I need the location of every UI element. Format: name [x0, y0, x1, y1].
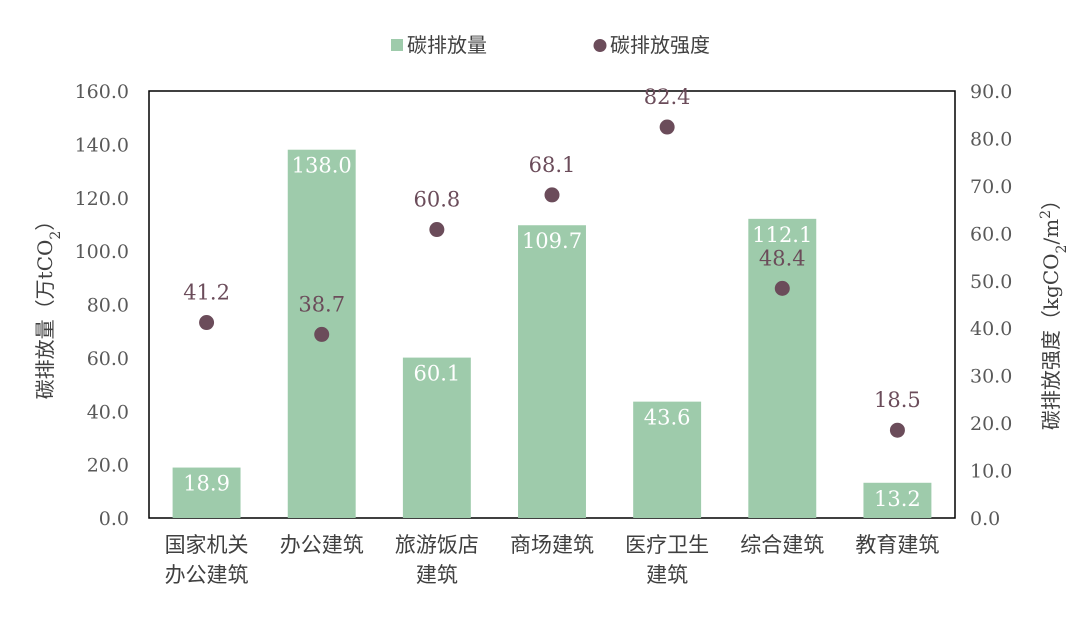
- bar-data-label: 138.0: [292, 154, 352, 178]
- left-tick-label: 160.0: [75, 81, 129, 103]
- bar-data-label: 112.1: [752, 223, 812, 247]
- bar-series: [172, 149, 932, 518]
- left-axis: 0.0 20.0 40.0 60.0 80.0 100.0 120.0 140.0 160.0: [75, 81, 129, 530]
- category-label: 办公建筑: [280, 533, 364, 557]
- legend: 碳排放量 碳排放强度: [391, 33, 710, 57]
- left-tick-label: 20.0: [87, 455, 129, 477]
- intensity-point: [774, 280, 790, 296]
- bar: [863, 482, 932, 518]
- left-tick-label: 100.0: [75, 241, 129, 263]
- bar-data-label: 13.2: [874, 487, 921, 511]
- intensity-data-label: 68.1: [529, 153, 576, 177]
- legend-dot-label: 碳排放强度: [610, 33, 710, 57]
- right-tick-label: 30.0: [970, 366, 1012, 388]
- left-tick-label: 80.0: [87, 295, 129, 317]
- bar: [402, 357, 471, 518]
- left-tick-label: 0.0: [99, 508, 129, 530]
- legend-dot-swatch: [593, 39, 607, 52]
- intensity-data-label: 60.8: [413, 188, 460, 212]
- left-axis-title: 碳排放量（万tCO2）: [33, 211, 64, 400]
- right-tick-label: 70.0: [970, 176, 1012, 198]
- category-label: 商场建筑: [510, 533, 594, 557]
- right-tick-label: 50.0: [970, 271, 1012, 293]
- left-tick-label: 140.0: [75, 134, 129, 156]
- intensity-point: [889, 422, 905, 438]
- intensity-data-label: 38.7: [298, 292, 345, 316]
- right-axis: 0.0 10.0 20.0 30.0 40.0 50.0 60.0 70.0 80.0 90.0: [970, 81, 1012, 530]
- right-tick-label: 80.0: [970, 128, 1012, 150]
- category-label: 综合建筑: [740, 533, 824, 557]
- right-tick-label: 10.0: [970, 461, 1012, 483]
- right-tick-label: 60.0: [970, 223, 1012, 245]
- left-tick-label: 60.0: [87, 348, 129, 370]
- right-tick-label: 20.0: [970, 413, 1012, 435]
- intensity-point: [659, 119, 675, 135]
- intensity-point: [429, 222, 445, 238]
- category-label: 教育建筑: [855, 533, 939, 557]
- right-tick-label: 40.0: [970, 318, 1012, 340]
- bar-data-label: 109.7: [522, 229, 582, 253]
- intensity-point: [314, 326, 330, 342]
- category-label: 建筑: [416, 563, 458, 587]
- dot-series: [199, 119, 905, 438]
- bar-data-label: 60.1: [413, 362, 460, 386]
- category-label: 医疗卫生: [625, 533, 709, 557]
- bar-data-label: 18.9: [183, 472, 230, 496]
- dot-labels: 41.2 38.7 60.8 68.1 82.4 48.4 18.5: [183, 85, 921, 412]
- bar-data-label: 43.6: [644, 406, 691, 430]
- intensity-data-label: 41.2: [183, 281, 230, 305]
- intensity-point: [544, 187, 560, 203]
- right-tick-label: 90.0: [970, 81, 1012, 103]
- intensity-data-label: 82.4: [644, 85, 691, 109]
- category-label: 办公建筑: [165, 563, 249, 587]
- category-label: 国家机关: [165, 533, 249, 557]
- right-axis-title: 碳排放强度（kgCO2/m2）: [1038, 190, 1070, 430]
- bar: [633, 401, 702, 518]
- bar: [518, 225, 586, 518]
- right-tick-label: 0.0: [970, 508, 1000, 530]
- left-tick-label: 40.0: [87, 401, 129, 423]
- intensity-point: [199, 315, 215, 331]
- left-tick-label: 120.0: [75, 188, 129, 210]
- bar: [172, 467, 241, 518]
- category-label: 旅游饭店: [395, 533, 479, 557]
- category-label: 建筑: [646, 563, 688, 587]
- bar: [748, 218, 817, 518]
- bar-labels: 18.9 138.0 60.1 109.7 43.6 112.1 13.2: [183, 154, 921, 511]
- legend-bar-swatch: [391, 39, 403, 51]
- intensity-data-label: 48.4: [759, 246, 806, 270]
- legend-bar-label: 碳排放量: [407, 33, 487, 57]
- intensity-data-label: 18.5: [874, 388, 921, 412]
